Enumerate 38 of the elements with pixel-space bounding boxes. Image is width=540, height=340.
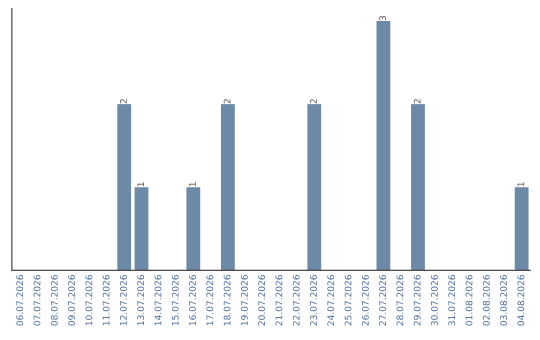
- data-label: 2: [120, 99, 127, 104]
- x-tick-label: 02.08.2026: [482, 275, 490, 326]
- x-tick-label: 11.07.2026: [102, 275, 110, 326]
- x-tick-label: 24.07.2026: [327, 275, 334, 326]
- x-tick-label: 14.07.2026: [154, 275, 162, 326]
- x-tick-label: 06.07.2026: [16, 275, 24, 326]
- x-tick-label: 17.07.2026: [206, 275, 214, 326]
- x-tick-label: 12.07.2026: [120, 275, 127, 326]
- x-tick-label: 13.07.2026: [137, 275, 144, 326]
- data-label: 2: [224, 99, 230, 104]
- x-tick-label: 16.07.2026: [189, 275, 196, 326]
- x-tick-label: 07.07.2026: [34, 275, 40, 326]
- data-label: 1: [518, 182, 524, 186]
- x-tick-label: 30.07.2026: [431, 275, 438, 326]
- x-tick-label: 23.07.2026: [310, 275, 317, 326]
- x-tick-label: 15.07.2026: [172, 275, 179, 326]
- data-label: 2: [414, 99, 420, 104]
- data-label: 1: [137, 182, 144, 186]
- data-label: 1: [189, 182, 196, 186]
- x-tick-label: 26.07.2026: [362, 275, 369, 326]
- data-label: 3: [379, 16, 386, 20]
- x-tick-label: 01.08.2026: [466, 275, 472, 326]
- x-tick-label: 19.07.2026: [240, 275, 248, 326]
- x-tick-label: 09.07.2026: [68, 275, 75, 326]
- data-label: 2: [310, 99, 317, 104]
- x-tick-label: 27.07.2026: [379, 275, 386, 326]
- x-tick-label: 25.07.2026: [344, 275, 352, 326]
- x-tick-label: 31.07.2026: [448, 275, 456, 326]
- x-tick-label: 08.07.2026: [50, 275, 58, 326]
- x-tick-label: 18.07.2026: [224, 275, 230, 326]
- x-tick-label: 03.08.2026: [500, 275, 507, 326]
- x-tick-label: 10.07.2026: [85, 275, 92, 326]
- x-tick-label: 28.07.2026: [396, 275, 404, 326]
- x-tick-label: 22.07.2026: [292, 275, 300, 326]
- x-tick-label: 20.07.2026: [258, 275, 266, 326]
- x-tick-label: 21.07.2026: [276, 275, 282, 326]
- x-tick-label: 29.07.2026: [414, 275, 421, 326]
- x-tick-label: 04.08.2026: [517, 275, 524, 326]
